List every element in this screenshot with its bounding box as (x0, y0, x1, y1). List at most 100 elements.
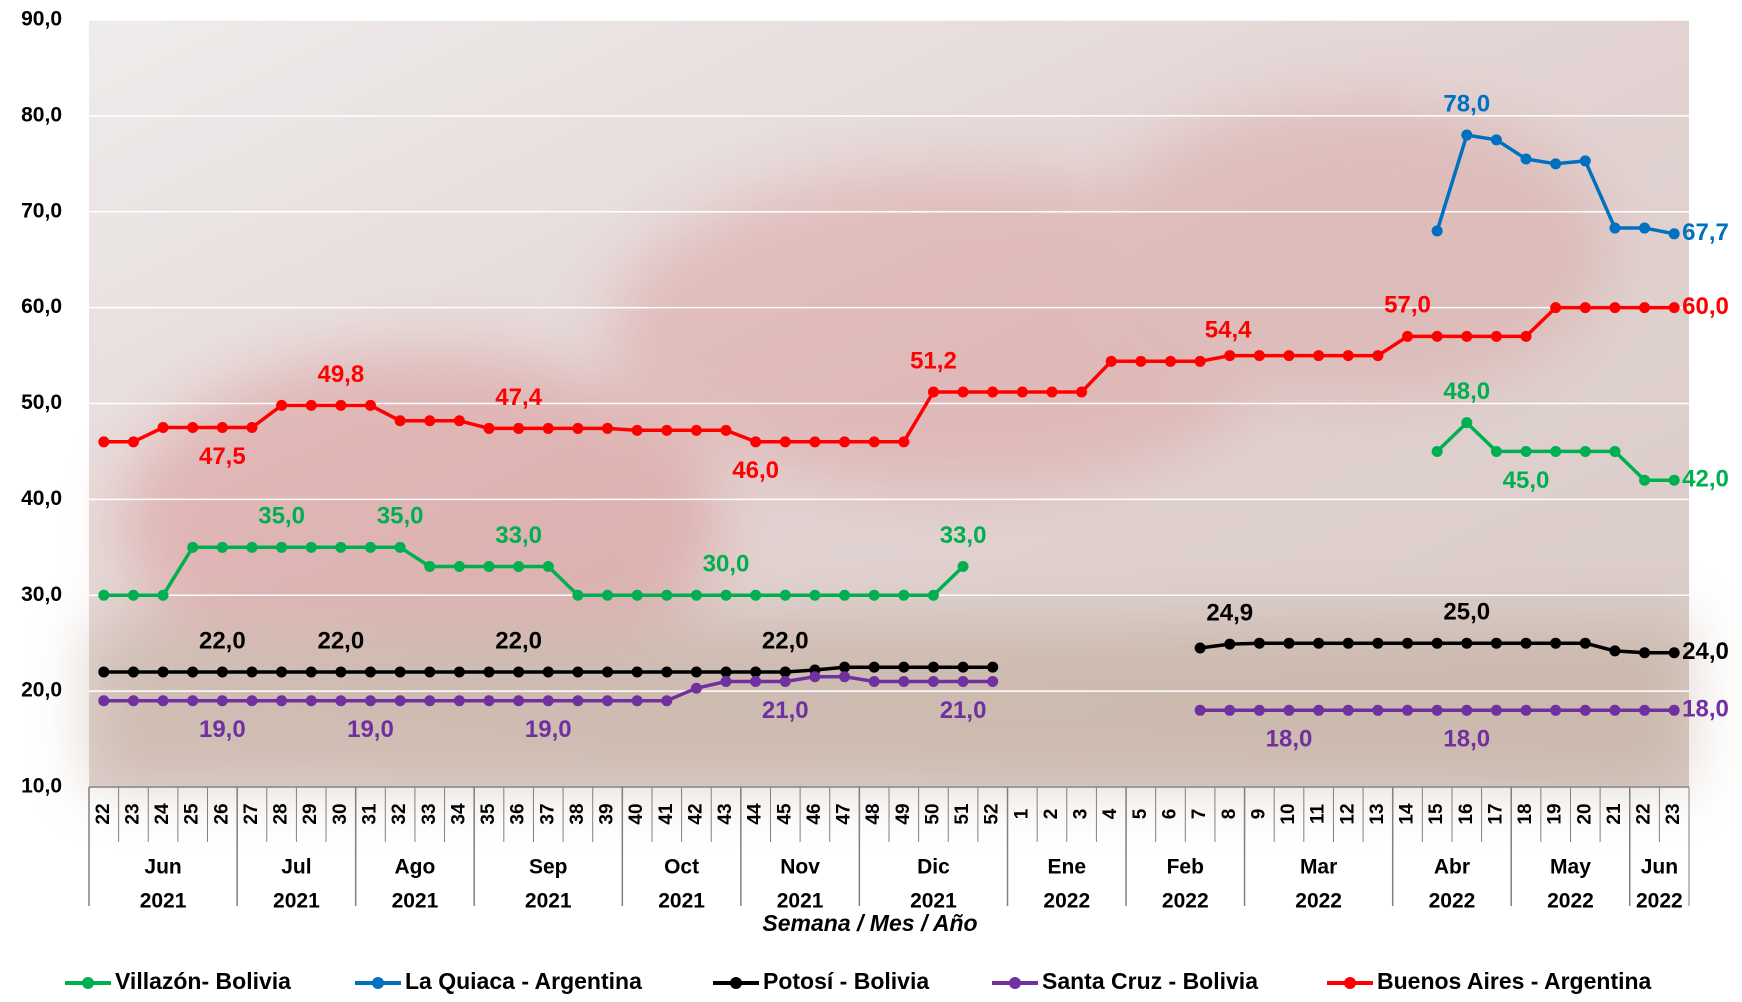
data-point (779, 676, 791, 688)
data-point (661, 589, 673, 601)
x-tick-label: 3 (1071, 809, 1092, 820)
data-point (987, 386, 999, 398)
data-point (127, 436, 139, 448)
data-point (1283, 704, 1295, 716)
x-tick-label: 22 (93, 803, 114, 824)
x-tick-label: 50 (922, 803, 943, 824)
data-point (542, 666, 554, 678)
x-tick-label: 5 (1130, 808, 1151, 819)
x-tick-label: 12 (1337, 803, 1358, 824)
data-label: 35,0 (258, 503, 305, 530)
data-point (1402, 704, 1414, 716)
data-point (157, 666, 169, 678)
data-point (364, 666, 376, 678)
x-tick-label: 16 (1456, 803, 1477, 824)
data-point (364, 399, 376, 411)
data-label: 25,0 (1443, 599, 1490, 626)
data-point (394, 415, 406, 427)
y-tick-label: 50,0 (21, 391, 62, 414)
data-point (1313, 704, 1325, 716)
legend-item: Buenos Aires - Argentina (1327, 968, 1652, 994)
background-photo (89, 100, 1689, 787)
data-point (453, 560, 465, 572)
data-point (364, 695, 376, 707)
data-point (690, 682, 702, 694)
year-label: 2021 (525, 890, 572, 913)
year-label: 2022 (1547, 890, 1594, 913)
x-tick-label: 24 (152, 803, 173, 825)
legend-label: Villazón- Bolivia (115, 968, 291, 994)
data-label: 19,0 (199, 716, 246, 743)
data-label: 21,0 (762, 697, 809, 724)
x-tick-label: 4 (1100, 808, 1121, 819)
data-point (1639, 647, 1651, 659)
x-tick-label: 48 (863, 803, 884, 824)
data-label: 19,0 (525, 716, 572, 743)
data-point (987, 661, 999, 673)
data-point (1490, 330, 1502, 342)
data-point (1253, 704, 1265, 716)
x-tick-label: 31 (359, 803, 380, 825)
data-label: 45,0 (1503, 467, 1550, 494)
data-point (1431, 704, 1443, 716)
data-point (246, 666, 258, 678)
data-point (631, 424, 643, 436)
data-point (1668, 302, 1680, 314)
legend-item: Villazón- Bolivia (65, 968, 291, 994)
data-label: 54,4 (1205, 317, 1252, 344)
data-point (987, 676, 999, 688)
data-point (1431, 330, 1443, 342)
data-label: 78,0 (1443, 90, 1490, 117)
x-tick-label: 7 (1189, 809, 1210, 820)
data-point (1461, 704, 1473, 716)
month-label: Nov (780, 856, 820, 879)
data-point (809, 589, 821, 601)
data-point (1668, 647, 1680, 659)
data-point (98, 589, 110, 601)
data-point (1283, 637, 1295, 649)
data-point (839, 436, 851, 448)
y-tick-label: 90,0 (21, 8, 62, 31)
data-point (1668, 704, 1680, 716)
data-point (1639, 474, 1651, 486)
month-label: Ene (1048, 856, 1087, 879)
data-point (631, 666, 643, 678)
data-label: 33,0 (940, 522, 987, 549)
data-point (483, 560, 495, 572)
data-point (513, 666, 525, 678)
data-point (602, 666, 614, 678)
data-point (1431, 637, 1443, 649)
data-point (839, 671, 851, 683)
y-tick-label: 10,0 (21, 775, 62, 798)
data-point (1490, 704, 1502, 716)
x-tick-label: 40 (626, 803, 647, 824)
data-point (898, 589, 910, 601)
data-point (1224, 704, 1236, 716)
data-point (898, 436, 910, 448)
month-label: Sep (529, 856, 568, 879)
y-tick-label: 80,0 (21, 103, 62, 126)
data-label: 22,0 (199, 627, 246, 654)
data-label: 33,0 (495, 522, 542, 549)
x-tick-label: 6 (1159, 809, 1180, 820)
data-point (690, 589, 702, 601)
year-label: 2022 (1429, 890, 1476, 913)
x-tick-label: 27 (241, 803, 262, 824)
data-point (1609, 704, 1621, 716)
data-point (1164, 355, 1176, 367)
data-point (661, 695, 673, 707)
legend-marker (82, 977, 94, 989)
data-point (1520, 153, 1532, 165)
data-point (1639, 302, 1651, 314)
data-point (276, 695, 288, 707)
data-point (1550, 158, 1562, 170)
x-tick-label: 10 (1278, 803, 1299, 824)
data-point (1016, 386, 1028, 398)
legend-item: Potosí - Bolivia (713, 968, 929, 994)
data-point (1520, 445, 1532, 457)
data-point (720, 676, 732, 688)
data-point (1253, 637, 1265, 649)
data-point (1579, 445, 1591, 457)
legend-marker (1344, 977, 1356, 989)
x-tick-label: 19 (1545, 803, 1566, 824)
